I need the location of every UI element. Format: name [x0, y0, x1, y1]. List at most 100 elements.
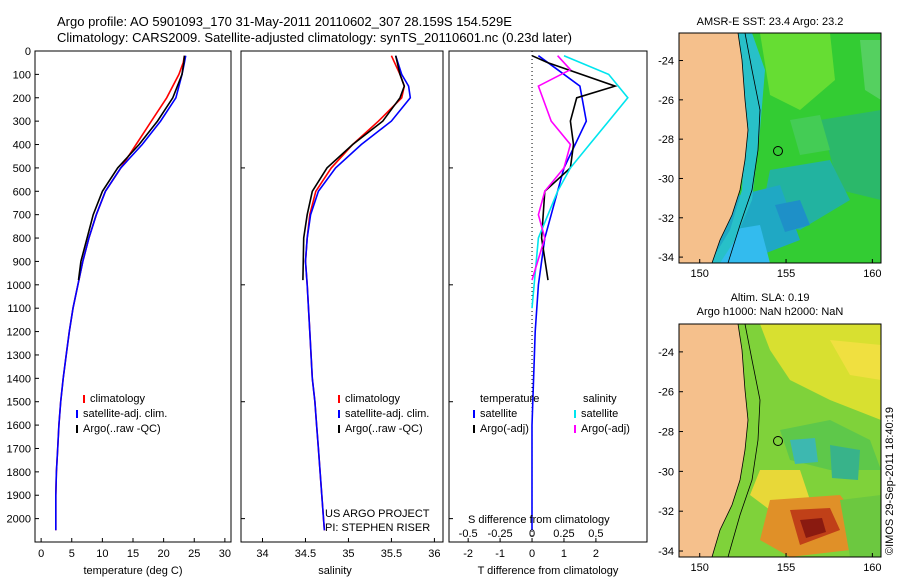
series-line-climatology: [54, 55, 186, 531]
series-line-argo-adj-: [531, 55, 572, 281]
difference-plot-frame: [448, 50, 648, 543]
series-line-satellite-adj-clim-: [304, 55, 412, 531]
salinity-legend: climatology satellite-adj. clim. Argo(..…: [325, 393, 430, 534]
t-difference-xlabel: T difference from climatology: [478, 565, 619, 577]
x-tick-label: 1: [561, 548, 567, 560]
series-line-argo-adj-: [531, 54, 618, 281]
y-tick-label: 1200: [7, 327, 31, 339]
legend-argo: Argo(..raw -QC): [345, 423, 423, 435]
y-tick-label: 2000: [7, 514, 31, 526]
y-tick-label: 500: [13, 163, 31, 175]
y-tick-label: 900: [13, 256, 31, 268]
series-line-climatology: [304, 55, 406, 531]
x-tick-label: 35: [342, 548, 354, 560]
legend-satellite: satellite-adj. clim.: [83, 408, 167, 420]
temperature-plot: 0100200300400500600700800900100011001200…: [7, 46, 231, 560]
salinity-plot-frame: [240, 50, 444, 543]
x-tick-label: 34: [256, 548, 268, 560]
y-tick-label: 1400: [7, 373, 31, 385]
sla-map-title-line2: Argo h1000: NaN h2000: NaN: [697, 306, 844, 318]
s-difference-label: S difference from climatology: [468, 514, 610, 526]
s-tick-label: -0.5: [459, 528, 478, 540]
x-tick-label: 20: [158, 548, 170, 560]
x-tick-label: 2: [593, 548, 599, 560]
s-tick-label: -0.25: [488, 528, 513, 540]
project-annotation: US ARGO PROJECT: [325, 508, 430, 520]
map-y-tick-label: -34: [658, 252, 674, 264]
y-tick-label: 100: [13, 69, 31, 81]
salinity-plot: 34 34.5 35 35.5 36: [241, 50, 441, 560]
s-tick-label: 0.5: [588, 528, 603, 540]
map-x-tick-label: 160: [863, 268, 881, 280]
series-line-satellite-adj-clim-: [54, 55, 187, 531]
map-x-tick-label: 155: [777, 562, 795, 574]
x-tick-label: 36: [428, 548, 440, 560]
pi-annotation: PI: STEPHEN RISER: [325, 522, 430, 534]
y-tick-label: 200: [13, 93, 31, 105]
sst-map-title: AMSR-E SST: 23.4 Argo: 23.2: [697, 16, 844, 28]
legend-argo: Argo(..raw -QC): [83, 423, 161, 435]
map-y-tick-label: -32: [658, 213, 674, 225]
map-y-tick-label: -28: [658, 134, 674, 146]
y-tick-label: 600: [13, 186, 31, 198]
series-line-argo-raw-qc-: [77, 55, 186, 281]
x-tick-label: 35.5: [381, 548, 402, 560]
temperature-plot-frame: [34, 50, 232, 543]
y-tick-label: 400: [13, 140, 31, 152]
map-ticks: 150 155 160 -24 -26 -28 -30 -32 -34 150 155 160 -24 -…: [658, 56, 881, 574]
temperature-xlabel: temperature (deg C): [83, 565, 182, 577]
x-tick-label: -1: [495, 548, 505, 560]
map-x-tick-label: 160: [863, 562, 881, 574]
y-tick-label: 1800: [7, 467, 31, 479]
y-tick-label: 700: [13, 210, 31, 222]
legend-climatology: climatology: [345, 393, 401, 405]
s-tick-label: 0: [529, 528, 535, 540]
map-y-tick-label: -32: [658, 506, 674, 518]
y-tick-label: 1000: [7, 280, 31, 292]
temperature-legend: climatology satellite-adj. clim. Argo(..…: [76, 393, 167, 435]
legend-sal-satellite: satellite: [581, 408, 618, 420]
imos-timestamp: ©IMOS 29-Sep-2011 18:40:19: [884, 407, 896, 555]
legend-temp-argo: Argo(-adj): [480, 423, 529, 435]
y-tick-label: 0: [25, 46, 31, 58]
legend-climatology: climatology: [90, 393, 146, 405]
y-tick-label: 300: [13, 116, 31, 128]
x-tick-label: 0: [529, 548, 535, 560]
series-line-satellite: [531, 54, 629, 309]
x-tick-label: 30: [219, 548, 231, 560]
x-tick-label: 15: [127, 548, 139, 560]
sla-map-title-line1: Altim. SLA: 0.19: [731, 292, 810, 304]
figure-title-line1: Argo profile: AO 5901093_170 31-May-2011…: [57, 14, 512, 29]
map-y-tick-label: -30: [658, 173, 674, 185]
x-tick-label: 5: [69, 548, 75, 560]
map-y-tick-label: -24: [658, 56, 674, 68]
legend-temp-satellite: satellite: [480, 408, 517, 420]
y-tick-label: 800: [13, 233, 31, 245]
map-x-tick-label: 150: [691, 268, 709, 280]
x-tick-label: 0: [38, 548, 44, 560]
difference-plot: -2 -1 0 1 2 -0.5 -0.25 0 0.25 0.5: [449, 50, 629, 560]
difference-legend: temperature salinity satellite Argo(-adj…: [468, 393, 630, 526]
y-tick-label: 1700: [7, 443, 31, 455]
map-y-tick-label: -30: [658, 466, 674, 478]
legend-header-salinity: salinity: [583, 393, 617, 405]
map-y-tick-label: -34: [658, 546, 674, 558]
x-tick-label: 34.5: [295, 548, 316, 560]
s-tick-label: 0.25: [553, 528, 574, 540]
sst-map: [678, 32, 882, 264]
y-tick-label: 1100: [7, 303, 31, 315]
legend-satellite: satellite-adj. clim.: [345, 408, 429, 420]
x-tick-label: 25: [188, 548, 200, 560]
map-y-tick-label: -26: [658, 95, 674, 107]
x-tick-label: 10: [96, 548, 108, 560]
y-tick-label: 1300: [7, 350, 31, 362]
map-y-tick-label: -28: [658, 427, 674, 439]
y-tick-label: 1900: [7, 490, 31, 502]
legend-sal-argo: Argo(-adj): [581, 423, 630, 435]
map-y-tick-label: -26: [658, 387, 674, 399]
x-tick-label: -2: [463, 548, 473, 560]
legend-header-temperature: temperature: [480, 393, 539, 405]
series-line-satellite: [531, 55, 588, 531]
y-tick-label: 1500: [7, 397, 31, 409]
